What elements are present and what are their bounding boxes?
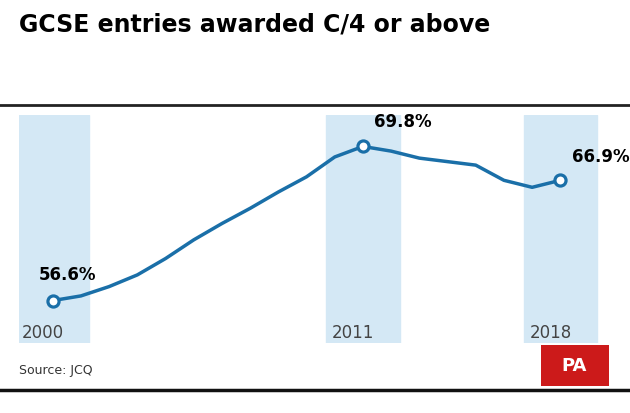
- Bar: [326, 116, 399, 343]
- Text: GCSE entries awarded C/4 or above: GCSE entries awarded C/4 or above: [19, 12, 490, 36]
- Text: Source: JCQ: Source: JCQ: [19, 363, 93, 376]
- Text: 56.6%: 56.6%: [38, 266, 96, 283]
- Text: 2000: 2000: [21, 324, 64, 342]
- Text: 69.8%: 69.8%: [374, 113, 432, 131]
- Bar: [524, 116, 597, 343]
- Text: 66.9%: 66.9%: [571, 148, 629, 166]
- Text: 2011: 2011: [332, 324, 374, 342]
- Text: 2018: 2018: [529, 324, 571, 342]
- Text: PA: PA: [562, 356, 587, 375]
- Bar: [16, 116, 89, 343]
